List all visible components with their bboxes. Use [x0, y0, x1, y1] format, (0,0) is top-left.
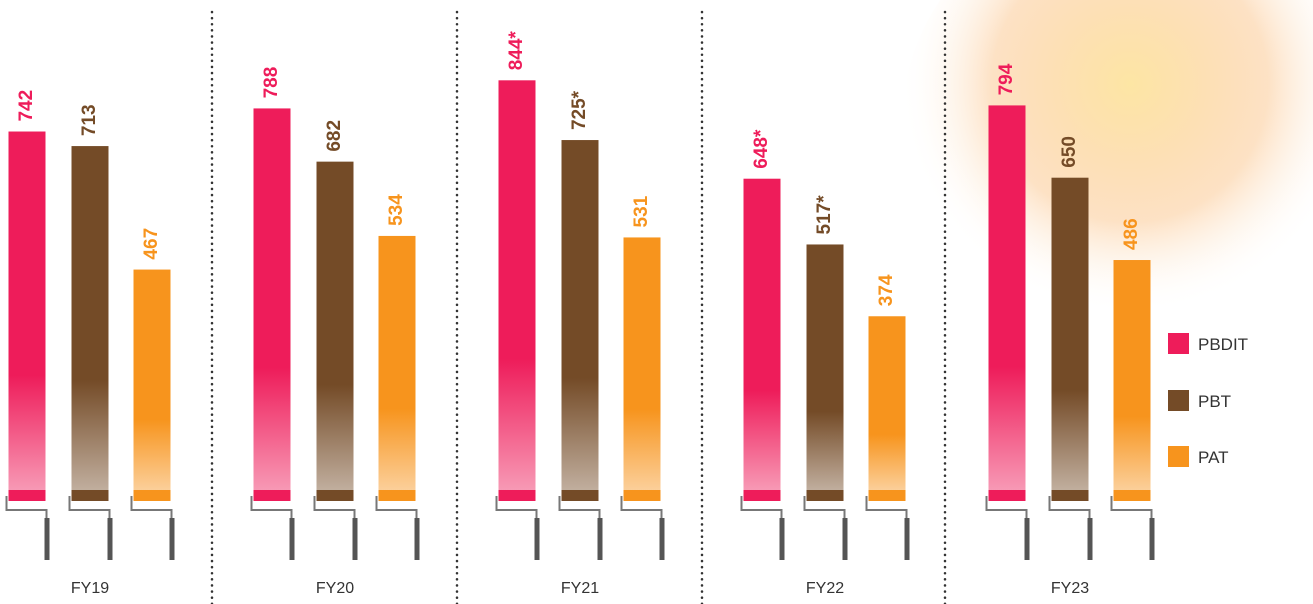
roller	[988, 490, 1026, 501]
x-tick-label: FY21	[561, 580, 599, 597]
roller	[133, 490, 171, 501]
roller	[253, 490, 291, 501]
x-tick-label: FY20	[316, 580, 354, 597]
roller-grip	[1149, 518, 1155, 560]
roller-handle	[865, 496, 908, 520]
roller-handle	[5, 496, 48, 520]
roller-grip	[534, 518, 540, 560]
roller	[71, 490, 109, 501]
roller	[868, 490, 906, 501]
value-label: 648*	[751, 129, 772, 169]
roller-grip	[779, 518, 785, 560]
legend-label: PBT	[1198, 392, 1231, 411]
value-label: 467	[141, 228, 162, 260]
legend-swatch	[1168, 390, 1189, 411]
roller-grip	[904, 518, 910, 560]
roller-grip	[107, 518, 113, 560]
value-label: 788	[261, 67, 282, 99]
bar	[1051, 177, 1089, 490]
roller	[378, 490, 416, 501]
roller	[498, 490, 536, 501]
roller-grip	[414, 518, 420, 560]
bar	[378, 235, 416, 490]
roller-grip	[169, 518, 175, 560]
value-label: 794	[996, 63, 1017, 95]
bar	[1113, 260, 1151, 490]
roller-grip	[597, 518, 603, 560]
legend-swatch	[1168, 446, 1189, 467]
value-label: 725*	[569, 90, 590, 130]
roller-handle	[985, 496, 1028, 520]
dividers	[210, 10, 947, 604]
roller-grip	[44, 518, 50, 560]
roller	[806, 490, 844, 501]
background-wash	[900, 0, 1313, 360]
roller-grip	[842, 518, 848, 560]
bar	[988, 105, 1026, 491]
value-label: 742	[16, 90, 37, 122]
roller	[1113, 490, 1151, 501]
roller-handle	[803, 496, 846, 520]
roller-handle	[1048, 496, 1091, 520]
roller	[8, 490, 46, 501]
roller	[561, 490, 599, 501]
value-label: 517*	[814, 195, 835, 235]
roller-handle	[558, 496, 601, 520]
roller-grip	[1024, 518, 1030, 560]
roller-handle	[68, 496, 111, 520]
value-label: 531	[631, 195, 652, 227]
legend-label: PAT	[1198, 448, 1229, 467]
bar	[806, 244, 844, 490]
value-label: 486	[1121, 218, 1142, 250]
roller-handle	[250, 496, 293, 520]
roller-handle	[740, 496, 783, 520]
roller	[316, 490, 354, 501]
roller	[743, 490, 781, 501]
legend-label: PBDIT	[1198, 335, 1248, 354]
roller-handle	[130, 496, 173, 520]
roller	[1051, 490, 1089, 501]
roller-handle	[1110, 496, 1153, 520]
value-label: 682	[324, 120, 345, 152]
roller-handle	[495, 496, 538, 520]
roller	[623, 490, 661, 501]
x-tick-label: FY19	[71, 580, 109, 597]
legend-swatch	[1168, 333, 1189, 354]
roller-handle	[313, 496, 356, 520]
bar	[316, 161, 354, 491]
value-label: 844*	[506, 31, 527, 71]
bar	[561, 140, 599, 491]
roller-grip	[289, 518, 295, 560]
roller-handle	[375, 496, 418, 520]
bar	[253, 108, 291, 490]
roller-handle	[620, 496, 663, 520]
bar	[498, 80, 536, 490]
bar	[71, 146, 109, 490]
x-tick-label: FY22	[806, 580, 844, 597]
value-label: 374	[876, 274, 897, 306]
value-label: 534	[386, 194, 407, 226]
bar	[133, 269, 171, 490]
roller-grip	[352, 518, 358, 560]
bar	[623, 237, 661, 490]
roller-grip	[1087, 518, 1093, 560]
bar	[8, 131, 46, 491]
value-label: 650	[1059, 136, 1080, 168]
x-tick-label: FY23	[1051, 580, 1089, 597]
bar	[868, 316, 906, 490]
roller-grip	[659, 518, 665, 560]
bar	[743, 178, 781, 491]
value-label: 713	[79, 104, 100, 136]
